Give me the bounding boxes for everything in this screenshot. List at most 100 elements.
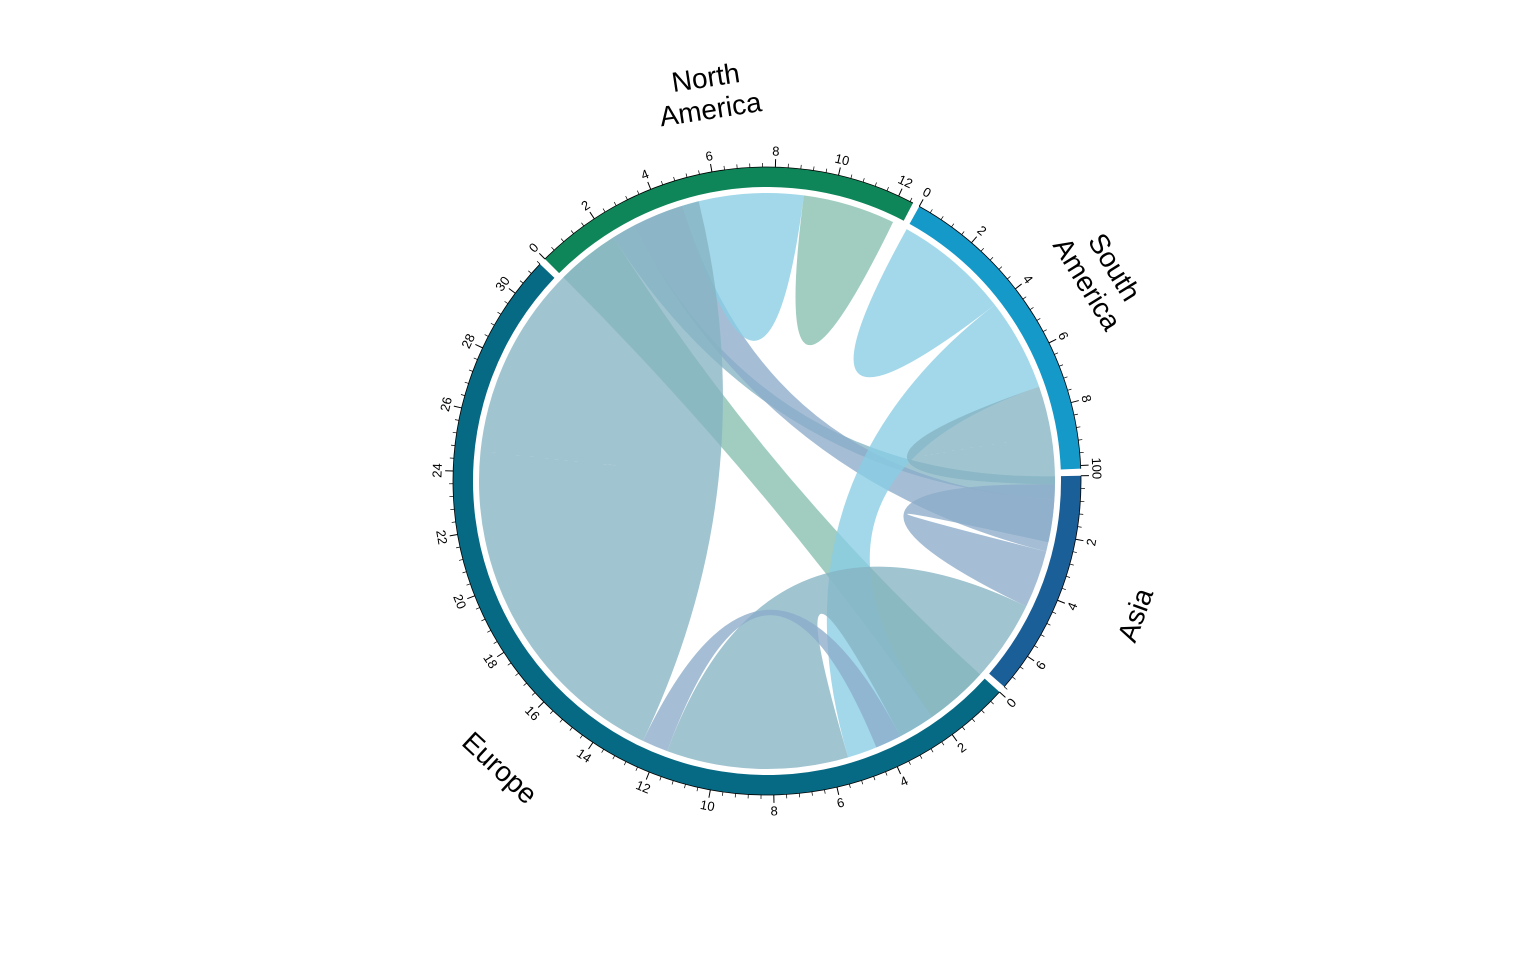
minor-tick: [1023, 297, 1026, 299]
major-tick: [467, 596, 474, 599]
minor-tick: [537, 261, 540, 264]
tick-label: 6: [1033, 658, 1049, 672]
major-tick: [1057, 600, 1064, 603]
minor-tick: [813, 167, 814, 171]
tick-label: 30: [492, 273, 513, 294]
tick-label: 0: [1003, 695, 1019, 710]
minor-tick: [1054, 353, 1058, 355]
minor-tick: [875, 182, 876, 186]
tick-label: 4: [1064, 600, 1081, 612]
minor-tick: [990, 257, 993, 260]
chord-links: [479, 193, 1055, 769]
minor-tick: [614, 202, 616, 206]
minor-tick: [972, 719, 975, 722]
minor-tick: [498, 312, 501, 314]
tick-label: 4: [1020, 272, 1036, 287]
major-tick: [454, 406, 462, 408]
minor-tick: [851, 175, 852, 179]
major-tick: [709, 790, 710, 798]
tick-label: 8: [770, 803, 778, 818]
minor-tick: [697, 787, 698, 791]
minor-tick: [453, 432, 457, 433]
minor-tick: [456, 547, 460, 548]
major-tick: [1000, 692, 1006, 697]
tick-label: 6: [704, 148, 714, 164]
minor-tick: [551, 247, 554, 250]
minor-tick: [581, 223, 583, 226]
major-tick: [839, 167, 841, 175]
minor-tick: [812, 792, 813, 796]
minor-tick: [550, 711, 553, 714]
minor-tick: [1066, 576, 1070, 577]
minor-tick: [724, 166, 725, 170]
tick-label: 26: [437, 395, 455, 413]
major-tick: [1076, 539, 1084, 540]
major-tick: [899, 189, 902, 196]
minor-tick: [931, 749, 933, 752]
minor-tick: [982, 710, 985, 713]
minor-tick: [722, 792, 723, 796]
minor-tick: [660, 777, 661, 781]
minor-tick: [1068, 389, 1072, 390]
minor-tick: [603, 209, 605, 212]
minor-tick: [580, 735, 582, 738]
minor-tick: [487, 630, 491, 632]
tick-label: 10: [1089, 457, 1105, 472]
tick-label: 2: [954, 739, 969, 755]
minor-tick: [910, 198, 912, 202]
minor-tick: [494, 642, 497, 644]
minor-tick: [532, 693, 535, 696]
major-tick: [539, 253, 545, 259]
tick-label: 24: [429, 463, 444, 478]
minor-tick: [951, 224, 953, 227]
minor-tick: [887, 187, 889, 191]
minor-tick: [524, 683, 527, 686]
tick-label: 12: [896, 172, 915, 192]
major-tick: [646, 772, 649, 779]
minor-tick: [476, 608, 480, 610]
minor-tick: [1043, 330, 1047, 332]
tick-label: 14: [574, 745, 594, 766]
tick-label: 12: [634, 777, 653, 796]
minor-tick: [528, 271, 531, 274]
minor-tick: [613, 756, 615, 759]
minor-tick: [602, 749, 604, 752]
minor-tick: [481, 619, 485, 621]
minor-tick: [1041, 635, 1044, 637]
minor-tick: [674, 177, 675, 181]
tick-label: 8: [772, 144, 780, 159]
minor-tick: [571, 230, 573, 233]
minor-tick: [467, 584, 471, 585]
minor-tick: [452, 522, 456, 523]
minor-tick: [886, 772, 888, 776]
tick-label: 20: [450, 592, 469, 611]
tick-label: 8: [1078, 393, 1094, 404]
tick-label: 28: [458, 331, 478, 350]
major-tick: [509, 288, 515, 293]
minor-tick: [1076, 427, 1080, 428]
minor-tick: [699, 170, 700, 174]
minor-tick: [626, 196, 628, 200]
minor-tick: [459, 559, 463, 560]
minor-tick: [636, 767, 638, 771]
minor-tick: [455, 420, 459, 421]
minor-tick: [849, 784, 850, 788]
minor-tick: [909, 761, 911, 765]
minor-tick: [686, 173, 687, 177]
major-tick: [1027, 656, 1034, 660]
minor-tick: [515, 673, 518, 675]
minor-tick: [981, 248, 984, 251]
tick-label: 4: [639, 166, 651, 183]
major-tick: [952, 735, 957, 741]
tick-label: 0: [526, 240, 542, 256]
major-tick: [497, 652, 504, 656]
tick-label: 18: [480, 651, 500, 671]
minor-tick: [1020, 667, 1023, 669]
minor-tick: [1037, 318, 1040, 320]
minor-tick: [1030, 307, 1033, 309]
minor-tick: [661, 181, 662, 185]
minor-tick: [826, 169, 827, 173]
major-tick: [475, 344, 482, 347]
minor-tick: [962, 231, 964, 234]
